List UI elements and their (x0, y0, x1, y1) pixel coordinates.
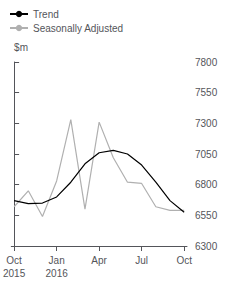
svg-text:Oct: Oct (176, 255, 192, 266)
svg-text:6800: 6800 (195, 179, 218, 190)
svg-text:Jul: Jul (135, 255, 148, 266)
svg-text:Seasonally Adjusted: Seasonally Adjusted (33, 23, 123, 34)
svg-text:2016: 2016 (46, 268, 69, 279)
svg-text:7050: 7050 (195, 149, 218, 160)
svg-text:Jan: Jan (49, 255, 65, 266)
svg-text:7550: 7550 (195, 87, 218, 98)
svg-text:2015: 2015 (3, 268, 26, 279)
svg-text:Apr: Apr (91, 255, 107, 266)
svg-text:6300: 6300 (195, 241, 218, 252)
svg-text:Oct: Oct (6, 255, 22, 266)
svg-text:7800: 7800 (195, 57, 218, 68)
svg-text:Trend: Trend (33, 9, 59, 20)
svg-text:7300: 7300 (195, 118, 218, 129)
svg-text:$m: $m (14, 42, 28, 53)
svg-text:6550: 6550 (195, 210, 218, 221)
